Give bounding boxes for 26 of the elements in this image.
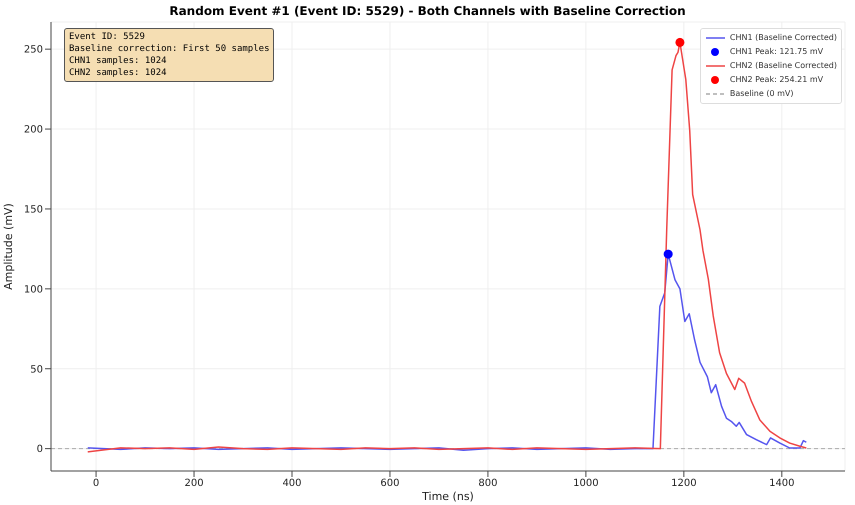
annotation: CHN1 samples: 1024 bbox=[69, 55, 168, 67]
chart-title: Random Event #1 (Event ID: 5529) - Both Channels with Baseline Correction bbox=[168, 4, 687, 18]
y-tick-label: 150 bbox=[24, 204, 43, 216]
legend-label: CHN1 Peak: 121.75 mV bbox=[730, 46, 824, 58]
x-tick-label: 1200 bbox=[671, 478, 697, 490]
y-tick-label: 50 bbox=[30, 364, 43, 376]
legend-label: CHN2 Peak: 254.21 mV bbox=[730, 74, 824, 86]
y-tick-label: 250 bbox=[24, 44, 43, 56]
legend-label: CHN1 (Baseline Corrected) bbox=[730, 32, 837, 44]
x-tick-label: 0 bbox=[92, 478, 100, 490]
x-axis-title: Time (ns) bbox=[421, 490, 474, 503]
annotation: Event ID: 5529 bbox=[69, 31, 146, 43]
x-tick-label: 1000 bbox=[573, 478, 599, 490]
annotation: Baseline correction: First 50 samples bbox=[69, 43, 270, 55]
x-tick-label: 200 bbox=[184, 478, 204, 490]
y-tick-label: 100 bbox=[24, 284, 43, 296]
x-tick-label: 600 bbox=[380, 478, 400, 490]
x-tick-label: 1400 bbox=[769, 478, 795, 490]
legend-label: Baseline (0 mV) bbox=[730, 88, 794, 100]
x-tick-label: 800 bbox=[478, 478, 498, 490]
x-tick-label: 400 bbox=[282, 478, 302, 490]
y-axis-title: Amplitude (mV) bbox=[2, 203, 15, 290]
y-tick-label: 0 bbox=[36, 444, 43, 456]
y-tick-label: 200 bbox=[24, 124, 43, 136]
annotation: CHN2 samples: 1024 bbox=[69, 67, 168, 79]
legend-label: CHN2 (Baseline Corrected) bbox=[730, 60, 837, 72]
